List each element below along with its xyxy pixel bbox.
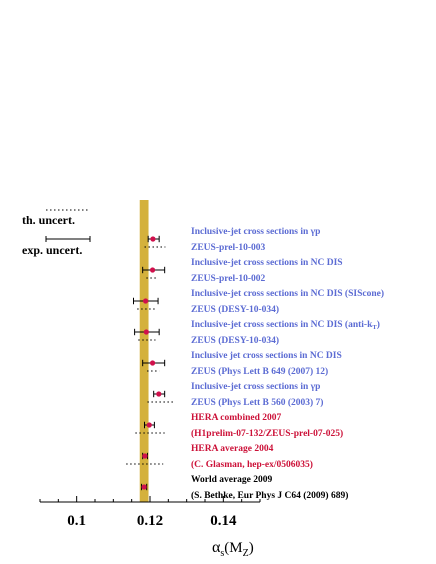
x-tick-label: 0.12 bbox=[137, 513, 163, 529]
central-value-point bbox=[143, 329, 149, 335]
x-axis: 0.1 0.12 0.14 αs(MZ) bbox=[39, 496, 261, 559]
measurement-reference: ZEUS (DESY-10-034) bbox=[191, 335, 279, 346]
central-value-point bbox=[156, 391, 162, 397]
measurement-reference: (S. Bethke, Eur Phys J C64 (2009) 689) bbox=[191, 490, 348, 501]
measurement-3: Inclusive-jet cross sections in NC DIS (… bbox=[133, 288, 384, 315]
legend-exp-uncert-label: exp. uncert. bbox=[22, 243, 82, 257]
measurement-reference: ZEUS (DESY-10-034) bbox=[191, 304, 279, 315]
x-axis-title: αs(MZ) bbox=[212, 539, 254, 559]
measurement-title: Inclusive-jet cross sections in γp bbox=[191, 227, 320, 237]
central-value-point bbox=[149, 267, 156, 273]
measurement-7: HERA combined 2007 (H1prelim-07-132/ZEUS-… bbox=[135, 413, 343, 439]
measurement-reference: ZEUS-prel-10-002 bbox=[191, 274, 265, 284]
central-value-point bbox=[149, 360, 156, 366]
measurements-layer: Inclusive-jet cross sections in γp ZEUS-p… bbox=[126, 227, 384, 501]
central-value-point bbox=[146, 422, 152, 428]
measurement-reference: (H1prelim-07-132/ZEUS-prel-07-025) bbox=[191, 428, 343, 439]
measurement-title: Inclusive jet cross sections in NC DIS bbox=[191, 351, 342, 361]
measurement-8: HERA average 2004 (C. Glasman, hep-ex/050… bbox=[126, 444, 313, 470]
measurement-5: Inclusive jet cross sections in NC DIS ZE… bbox=[142, 351, 342, 377]
x-tick-label: 0.14 bbox=[210, 513, 237, 529]
legend-exp-uncert-bar bbox=[45, 236, 91, 242]
measurement-4: Inclusive-jet cross sections in NC DIS (… bbox=[134, 319, 380, 346]
measurement-title: HERA average 2004 bbox=[191, 444, 274, 454]
central-value-point bbox=[141, 484, 147, 490]
measurement-title: Inclusive-jet cross sections in γp bbox=[191, 382, 320, 392]
measurement-reference: ZEUS (Phys Lett B 560 (2003) 7) bbox=[191, 397, 323, 408]
world-average-band bbox=[139, 200, 149, 502]
legend-th-uncert-label: th. uncert. bbox=[22, 213, 75, 227]
measurement-title: Inclusive-jet cross sections in NC DIS (… bbox=[191, 288, 384, 299]
measurement-title: Inclusive-jet cross sections in NC DIS bbox=[191, 258, 343, 268]
world-average-band-layer bbox=[139, 200, 149, 502]
measurement-9: World average 2009 (S. Bethke, Eur Phys J… bbox=[141, 475, 348, 501]
measurement-title: Inclusive-jet cross sections in NC DIS (… bbox=[191, 319, 380, 331]
central-value-point bbox=[143, 298, 149, 304]
measurement-6: Inclusive-jet cross sections in γp ZEUS (… bbox=[147, 382, 323, 408]
measurement-reference: (C. Glasman, hep-ex/0506035) bbox=[191, 459, 313, 470]
central-value-point bbox=[150, 236, 156, 242]
measurement-reference: ZEUS (Phys Lett B 649 (2007) 12) bbox=[191, 366, 328, 377]
legend: th. uncert. exp. uncert. bbox=[22, 209, 91, 257]
measurement-2: Inclusive-jet cross sections in NC DIS ZE… bbox=[142, 258, 343, 284]
central-value-point bbox=[142, 453, 148, 459]
measurement-1: Inclusive-jet cross sections in γp ZEUS-p… bbox=[144, 227, 320, 253]
measurement-reference: ZEUS-prel-10-003 bbox=[191, 243, 265, 253]
measurement-title: World average 2009 bbox=[191, 475, 273, 485]
measurement-title: HERA combined 2007 bbox=[191, 413, 282, 423]
x-tick-label: 0.1 bbox=[67, 513, 86, 529]
